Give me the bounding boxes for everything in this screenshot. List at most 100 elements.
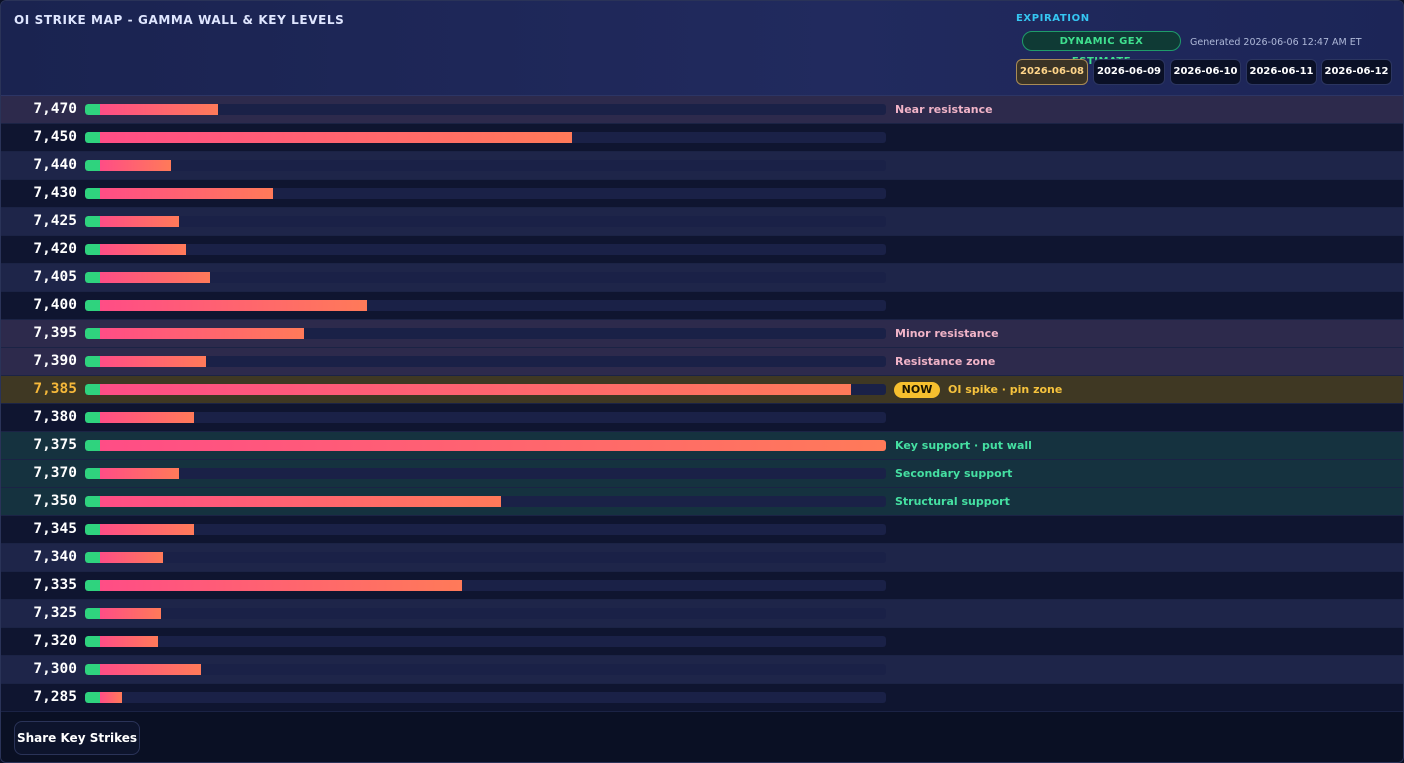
call-oi-marker bbox=[85, 132, 100, 143]
level-note: Minor resistance bbox=[895, 327, 999, 340]
strike-row: 7,450 bbox=[1, 124, 1403, 152]
strike-price: 7,425 bbox=[33, 213, 77, 229]
oi-bar bbox=[100, 440, 886, 451]
share-key-strikes-button[interactable]: Share Key Strikes bbox=[14, 721, 140, 755]
oi-bar bbox=[100, 692, 122, 703]
oi-bar bbox=[100, 552, 163, 563]
strike-row: 7,385 NOW OI spike · pin zone bbox=[1, 376, 1403, 404]
oi-bar bbox=[100, 496, 501, 507]
expiration-tab[interactable]: 2026-06-10 bbox=[1170, 59, 1241, 85]
call-oi-marker bbox=[85, 608, 100, 619]
strike-price: 7,300 bbox=[33, 661, 77, 677]
strike-row: 7,395 Minor resistance bbox=[1, 320, 1403, 348]
oi-bar bbox=[100, 216, 179, 227]
level-note: Structural support bbox=[895, 495, 1010, 508]
strike-row: 7,440 bbox=[1, 152, 1403, 180]
oi-bar-track bbox=[85, 636, 886, 647]
oi-bar-track bbox=[85, 384, 886, 395]
strike-row: 7,400 bbox=[1, 292, 1403, 320]
expiration-tab[interactable]: 2026-06-09 bbox=[1093, 59, 1165, 85]
page-title: OI STRIKE MAP - GAMMA WALL & KEY LEVELS bbox=[14, 13, 345, 27]
level-note: OI spike · pin zone bbox=[948, 383, 1063, 396]
strike-price: 7,385 bbox=[33, 381, 77, 397]
strike-price: 7,430 bbox=[33, 185, 77, 201]
call-oi-marker bbox=[85, 160, 100, 171]
call-oi-marker bbox=[85, 552, 100, 563]
expiration-tab[interactable]: 2026-06-11 bbox=[1246, 59, 1317, 85]
oi-bar bbox=[100, 244, 186, 255]
oi-bar-track bbox=[85, 440, 886, 451]
oi-bar bbox=[100, 188, 273, 199]
strike-price: 7,375 bbox=[33, 437, 77, 453]
oi-bar-track bbox=[85, 272, 886, 283]
oi-bar-track bbox=[85, 496, 886, 507]
strike-row: 7,430 bbox=[1, 180, 1403, 208]
call-oi-marker bbox=[85, 692, 100, 703]
call-oi-marker bbox=[85, 636, 100, 647]
strike-row: 7,340 bbox=[1, 544, 1403, 572]
oi-bar bbox=[100, 412, 194, 423]
strike-row: 7,285 bbox=[1, 684, 1403, 712]
oi-bar-track bbox=[85, 412, 886, 423]
oi-bar-track bbox=[85, 328, 886, 339]
generated-timestamp: Generated 2026-06-06 12:47 AM ET bbox=[1190, 37, 1362, 48]
expiration-label: EXPIRATION bbox=[1016, 13, 1090, 24]
call-oi-marker bbox=[85, 384, 100, 395]
strike-row: 7,375 Key support · put wall bbox=[1, 432, 1403, 460]
oi-bar bbox=[100, 160, 171, 171]
call-oi-marker bbox=[85, 188, 100, 199]
strike-price: 7,390 bbox=[33, 353, 77, 369]
strike-price: 7,370 bbox=[33, 465, 77, 481]
oi-bar bbox=[100, 104, 218, 115]
oi-bar bbox=[100, 328, 304, 339]
oi-bar-track bbox=[85, 552, 886, 563]
expiration-tab[interactable]: 2026-06-08 bbox=[1016, 59, 1088, 85]
oi-bar bbox=[100, 468, 179, 479]
strike-price: 7,380 bbox=[33, 409, 77, 425]
strike-row: 7,300 bbox=[1, 656, 1403, 684]
strike-price: 7,420 bbox=[33, 241, 77, 257]
call-oi-marker bbox=[85, 272, 100, 283]
expiration-tab[interactable]: 2026-06-12 bbox=[1321, 59, 1392, 85]
oi-bar-track bbox=[85, 104, 886, 115]
oi-bar-track bbox=[85, 132, 886, 143]
oi-bar-track bbox=[85, 608, 886, 619]
oi-bar bbox=[100, 664, 201, 675]
level-note: Near resistance bbox=[895, 103, 993, 116]
strike-price: 7,400 bbox=[33, 297, 77, 313]
oi-bar-track bbox=[85, 692, 886, 703]
strike-row: 7,405 bbox=[1, 264, 1403, 292]
call-oi-marker bbox=[85, 580, 100, 591]
gex-estimate-badge: DYNAMIC GEX ESTIMATE bbox=[1022, 31, 1181, 67]
strike-price: 7,345 bbox=[33, 521, 77, 537]
strike-price: 7,340 bbox=[33, 549, 77, 565]
call-oi-marker bbox=[85, 356, 100, 367]
oi-bar-track bbox=[85, 664, 886, 675]
oi-bar-track bbox=[85, 468, 886, 479]
oi-bar bbox=[100, 636, 158, 647]
oi-bar bbox=[100, 300, 367, 311]
strike-price: 7,470 bbox=[33, 101, 77, 117]
strike-row: 7,425 bbox=[1, 208, 1403, 236]
call-oi-marker bbox=[85, 244, 100, 255]
call-oi-marker bbox=[85, 328, 100, 339]
oi-bar bbox=[100, 272, 210, 283]
strike-row: 7,320 bbox=[1, 628, 1403, 656]
call-oi-marker bbox=[85, 104, 100, 115]
strike-row: 7,420 bbox=[1, 236, 1403, 264]
call-oi-marker bbox=[85, 664, 100, 675]
level-note: Key support · put wall bbox=[895, 439, 1032, 452]
oi-bar-track bbox=[85, 244, 886, 255]
call-oi-marker bbox=[85, 496, 100, 507]
strike-price: 7,335 bbox=[33, 577, 77, 593]
strike-row: 7,370 Secondary support bbox=[1, 460, 1403, 488]
call-oi-marker bbox=[85, 300, 100, 311]
call-oi-marker bbox=[85, 412, 100, 423]
call-oi-marker bbox=[85, 440, 100, 451]
strike-row: 7,380 bbox=[1, 404, 1403, 432]
strike-row: 7,350 Structural support bbox=[1, 488, 1403, 516]
oi-bar-track bbox=[85, 188, 886, 199]
call-oi-marker bbox=[85, 524, 100, 535]
oi-bar-track bbox=[85, 356, 886, 367]
